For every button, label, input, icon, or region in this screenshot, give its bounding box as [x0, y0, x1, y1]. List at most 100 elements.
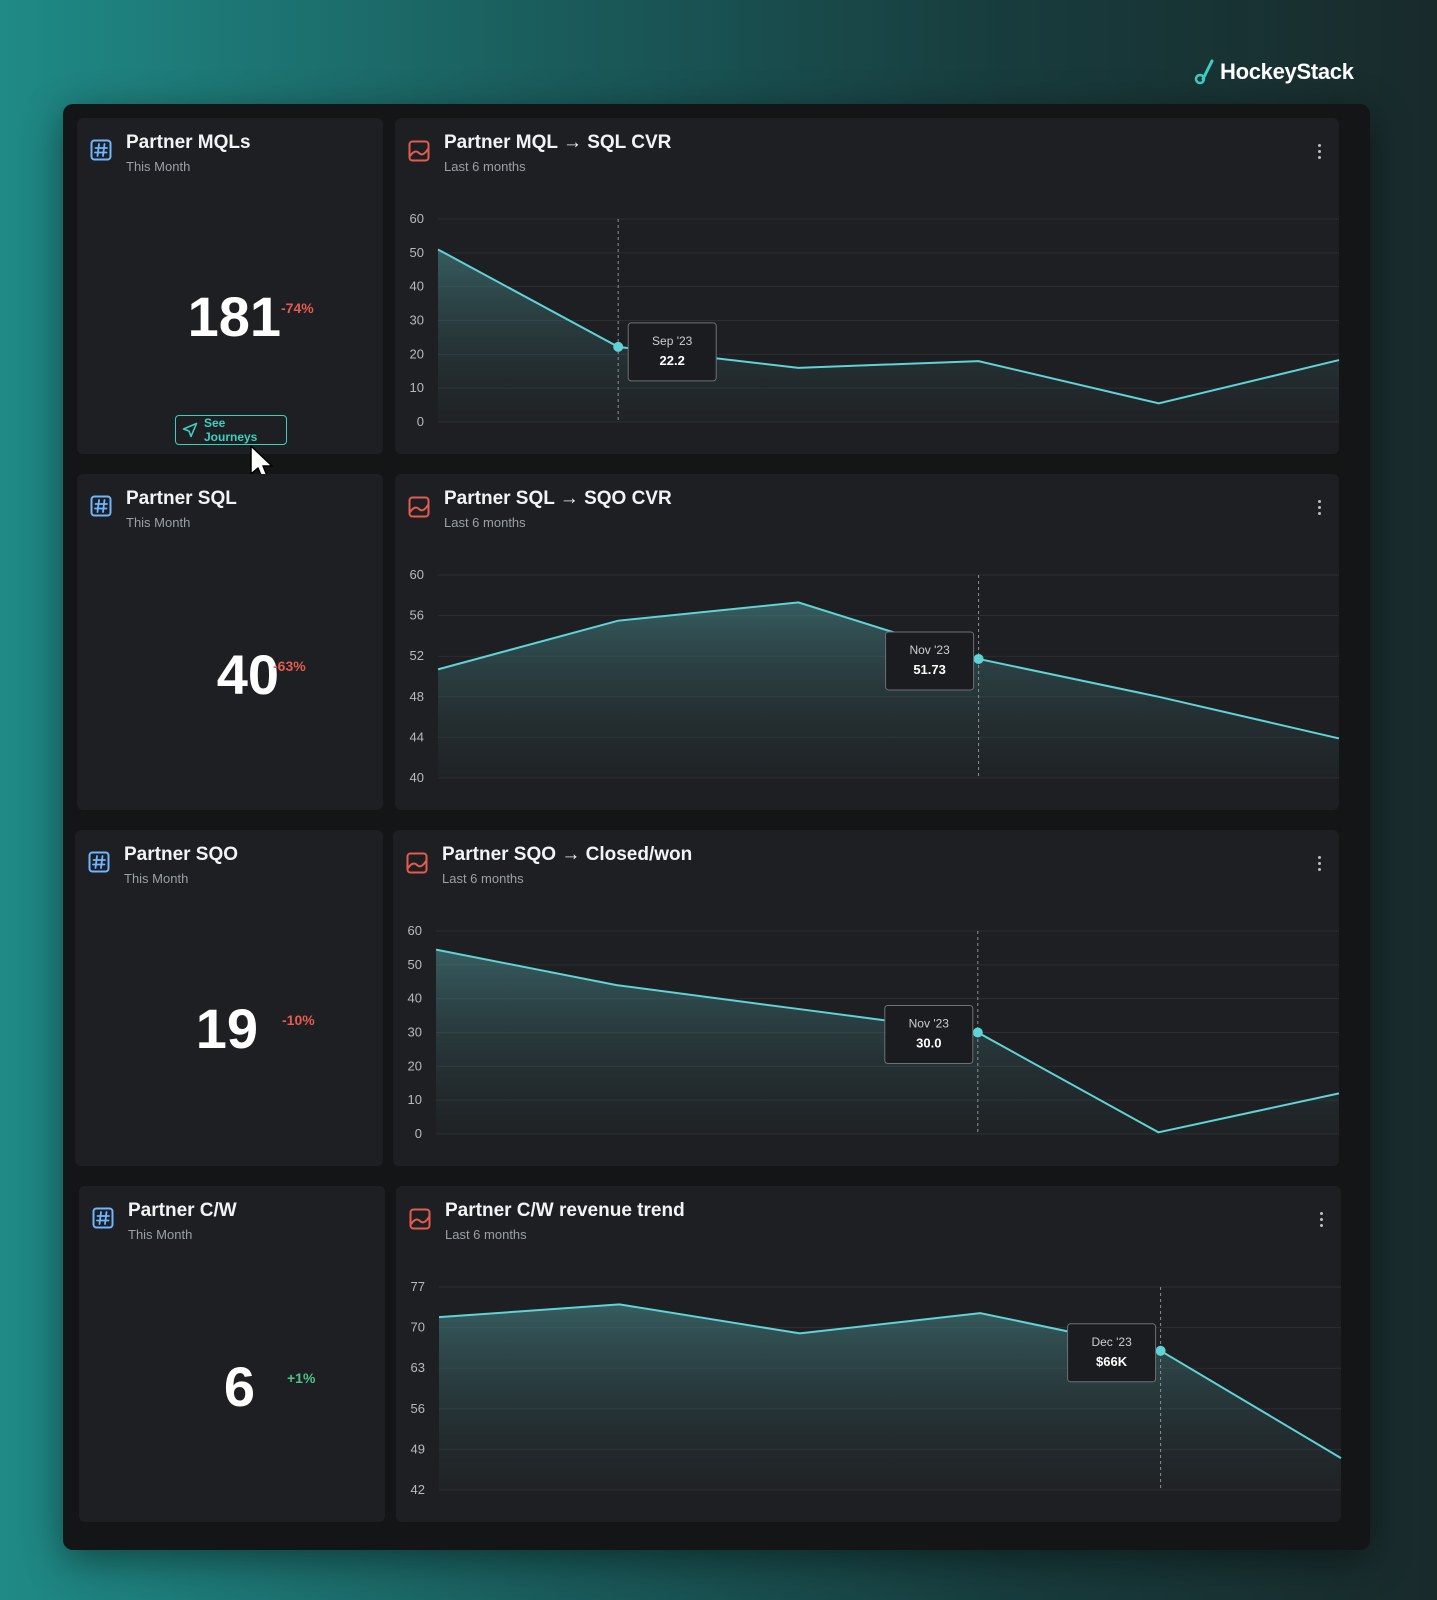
tooltip-date: Sep '23	[652, 334, 693, 348]
hash-icon	[88, 851, 110, 873]
y-tick-label: 40	[410, 279, 424, 294]
data-point-highlight[interactable]	[1155, 1345, 1166, 1356]
area-chart-icon	[408, 140, 430, 162]
chart-subtitle: Last 6 months	[442, 871, 524, 886]
hockey-stick-icon	[1194, 59, 1214, 85]
y-tick-label: 52	[410, 648, 424, 663]
chart-card: Partner MQL → SQL CVR Last 6 months 0 10 20 3…	[395, 118, 1340, 454]
chart-title: Partner C/W revenue trend	[445, 1200, 685, 1221]
kpi-subtitle: This Month	[124, 871, 189, 886]
y-tick-label: 50	[410, 245, 424, 260]
chart-tooltip: Sep '23 22.2	[627, 322, 717, 382]
series-area	[439, 1304, 1341, 1490]
kpi-change-badge: +1%	[287, 1370, 316, 1386]
kpi-change-badge: -74%	[281, 300, 314, 316]
data-point-highlight[interactable]	[972, 1027, 983, 1038]
y-tick-label: 49	[411, 1441, 425, 1456]
y-tick-label: 60	[408, 923, 422, 938]
series-area	[438, 249, 1339, 422]
kpi-subtitle: This Month	[126, 159, 191, 174]
y-tick-label: 77	[411, 1279, 425, 1294]
brand-name: HockeyStack	[1220, 59, 1354, 84]
kpi-change-badge: -10%	[282, 1012, 315, 1028]
y-tick-label: 56	[410, 608, 424, 623]
chart-card: Partner SQO → Closed/won Last 6 months 0 10…	[393, 830, 1340, 1166]
series-line	[438, 1303, 1342, 1459]
hash-icon	[92, 1207, 114, 1229]
tooltip-value: 51.73	[913, 662, 946, 677]
see-journeys-button[interactable]: See Journeys	[175, 415, 287, 445]
y-tick-label: 50	[408, 957, 422, 972]
y-tick-label: 44	[410, 729, 424, 744]
hash-icon	[90, 139, 112, 161]
area-chart: 0 10 20 30 40 50 60 Nov '23 30.0	[408, 923, 1340, 1141]
area-chart: 0 10 20 30 40 50 60 Sep '23 22.2	[410, 211, 1340, 429]
tooltip-date: Nov '23	[909, 643, 950, 657]
kpi-card: Partner SQO This Month 19 -10%	[75, 830, 383, 1166]
kpi-subtitle: This Month	[126, 515, 191, 530]
chart-title: Partner MQL → SQL CVR	[444, 132, 672, 153]
area-chart-icon	[408, 496, 430, 518]
kpi-card: Partner C/W This Month 6 +1%	[79, 1186, 385, 1522]
tooltip-value: $66K	[1096, 1354, 1128, 1369]
more-vertical-icon[interactable]	[1314, 1210, 1328, 1228]
chart-tooltip: Nov '23 51.73	[885, 631, 975, 691]
y-tick-label: 30	[410, 313, 424, 328]
chart-card: Partner SQL → SQO CVR Last 6 months 40 44 48…	[395, 474, 1340, 810]
hash-icon	[90, 495, 112, 517]
y-tick-label: 60	[410, 211, 424, 226]
y-tick-label: 0	[415, 1126, 422, 1141]
kpi-value: 40	[216, 643, 279, 706]
y-tick-label: 42	[411, 1482, 425, 1497]
kpi-value: 181	[187, 285, 281, 348]
data-point-highlight[interactable]	[613, 341, 624, 352]
kpi-title: Partner SQL	[126, 488, 237, 509]
tooltip-date: Nov '23	[909, 1017, 950, 1031]
area-chart-icon	[406, 852, 428, 874]
area-chart: 40 44 48 52 56 60 Nov '23 51.73	[410, 567, 1340, 785]
y-tick-label: 56	[411, 1401, 425, 1416]
kpi-title: Partner C/W	[128, 1200, 237, 1221]
chart-subtitle: Last 6 months	[445, 1227, 527, 1242]
tooltip-value: 22.2	[660, 353, 685, 368]
series-line	[437, 601, 1340, 740]
kpi-value: 19	[195, 997, 258, 1060]
y-tick-label: 40	[410, 770, 424, 785]
y-tick-label: 0	[417, 414, 424, 429]
kpi-title: Partner SQO	[124, 844, 239, 865]
y-tick-label: 10	[408, 1092, 422, 1107]
more-vertical-icon[interactable]	[1312, 142, 1326, 160]
tooltip-value: 30.0	[916, 1036, 941, 1051]
kpi-value: 6	[223, 1355, 255, 1418]
dashboard-board: Partner MQLs This Month 181 -74% See Journey…	[63, 104, 1370, 1550]
chart-tooltip: Dec '23 $66K	[1067, 1323, 1157, 1383]
send-icon	[182, 422, 198, 438]
chart-title: Partner SQO → Closed/won	[442, 844, 693, 865]
kpi-subtitle: This Month	[128, 1227, 193, 1242]
chart-subtitle: Last 6 months	[444, 159, 526, 174]
y-tick-label: 20	[410, 346, 424, 361]
y-tick-label: 48	[410, 689, 424, 704]
brand-logo: HockeyStack	[1194, 56, 1354, 88]
data-point-highlight[interactable]	[973, 653, 984, 664]
kpi-card: Partner MQLs This Month 181 -74% See Journey…	[77, 118, 383, 481]
area-chart-icon	[409, 1208, 431, 1230]
tooltip-date: Dec '23	[1091, 1335, 1132, 1349]
more-vertical-icon[interactable]	[1312, 498, 1326, 516]
series-line	[437, 248, 1340, 405]
kpi-card: Partner SQL This Month 40 -63%	[77, 474, 383, 810]
see-journeys-label: See Journeys	[204, 416, 258, 444]
more-vertical-icon[interactable]	[1312, 854, 1326, 872]
y-tick-label: 60	[410, 567, 424, 582]
kpi-title: Partner MQLs	[126, 132, 251, 153]
area-chart: 42 49 56 63 70 77 Dec '23 $66K	[411, 1279, 1342, 1497]
y-tick-label: 30	[408, 1025, 422, 1040]
chart-tooltip: Nov '23 30.0	[884, 1005, 974, 1064]
y-tick-label: 70	[411, 1320, 425, 1335]
y-tick-label: 63	[411, 1360, 425, 1375]
y-tick-label: 40	[408, 991, 422, 1006]
y-tick-label: 10	[410, 380, 424, 395]
kpi-change-badge: -63%	[273, 658, 306, 674]
y-tick-label: 20	[408, 1058, 422, 1073]
chart-subtitle: Last 6 months	[444, 515, 526, 530]
